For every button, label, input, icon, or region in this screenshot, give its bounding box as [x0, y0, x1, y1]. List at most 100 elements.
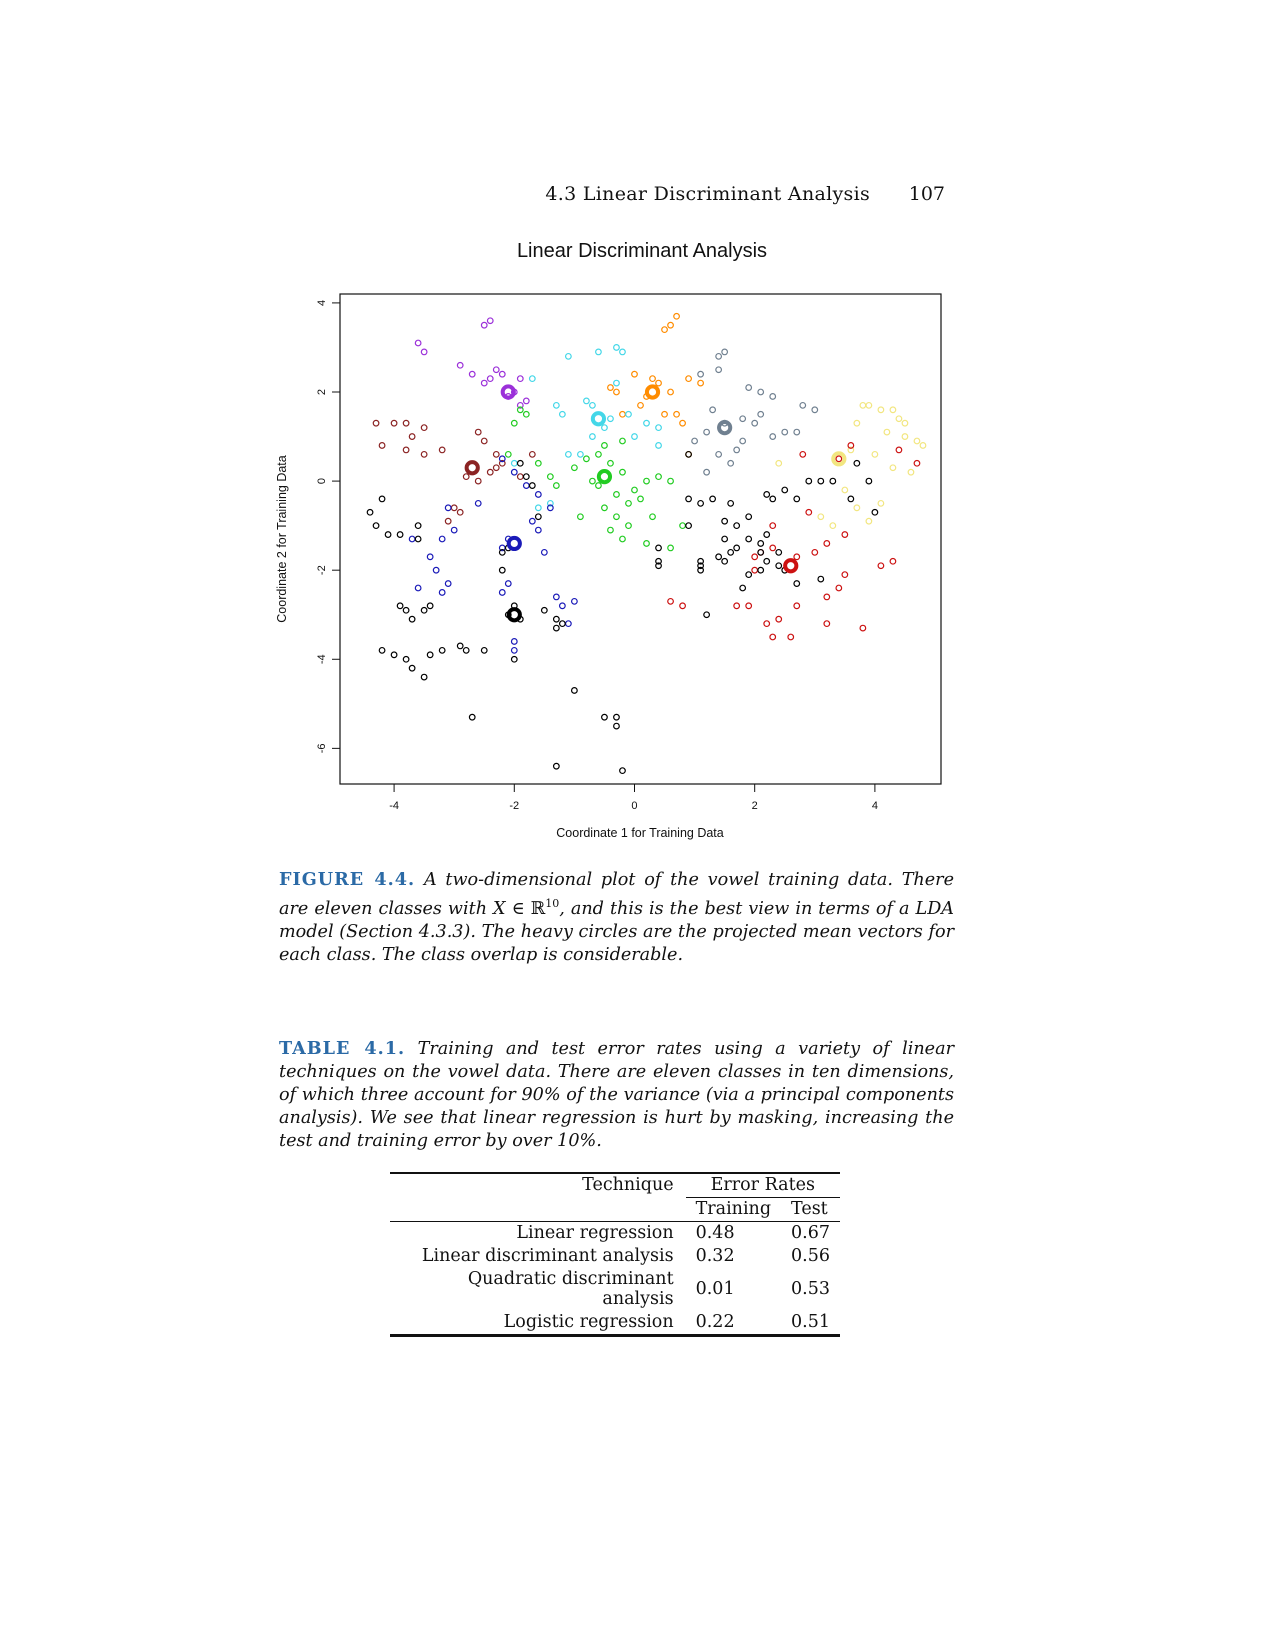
data-point — [823, 620, 831, 628]
data-point — [619, 410, 626, 418]
data-point — [649, 513, 656, 521]
figure-caption-math-set: ∈ ℝ — [505, 898, 546, 919]
data-point — [655, 557, 662, 565]
data-point — [510, 459, 518, 467]
data-point — [745, 602, 753, 610]
data-point — [414, 522, 422, 530]
data-point — [516, 406, 524, 414]
data-point — [480, 321, 488, 329]
data-point — [697, 566, 705, 574]
data-point — [715, 450, 723, 458]
data-point — [492, 464, 500, 472]
data-point — [877, 499, 885, 507]
data-point — [751, 566, 759, 574]
data-point — [631, 433, 638, 440]
data-point — [679, 602, 686, 610]
data-point — [601, 442, 608, 449]
data-point — [534, 526, 542, 534]
data-point — [733, 602, 741, 610]
data-point — [673, 410, 680, 418]
data-point — [841, 486, 849, 494]
data-point — [462, 473, 470, 481]
data-point — [414, 339, 422, 347]
data-point — [793, 428, 801, 436]
data-point — [841, 571, 849, 579]
class-mean-point — [464, 460, 480, 476]
data-point — [901, 419, 909, 427]
data-point — [721, 348, 729, 356]
data-point — [444, 504, 452, 512]
data-point — [667, 477, 674, 485]
data-point — [775, 562, 783, 570]
data-point — [883, 428, 891, 436]
data-point — [739, 437, 747, 445]
data-point — [402, 606, 410, 614]
data-point — [847, 446, 855, 454]
data-point — [643, 419, 650, 427]
data-point — [865, 401, 873, 409]
data-point — [619, 348, 626, 356]
data-point — [757, 410, 765, 418]
y-axis-label: Coordinate 2 for Training Data — [275, 455, 289, 623]
data-point — [769, 495, 777, 503]
data-point — [733, 522, 741, 530]
data-point — [793, 495, 801, 503]
data-point — [655, 544, 662, 552]
data-point — [570, 597, 578, 605]
data-point — [727, 459, 735, 467]
data-point — [552, 482, 560, 489]
x-axis: -4 -2 0 2 4 — [389, 784, 878, 812]
chart-title: Linear Discriminant Analysis — [517, 240, 767, 262]
row-test: 0.51 — [781, 1311, 840, 1337]
data-point — [414, 584, 422, 592]
data-point — [913, 437, 921, 445]
data-point — [438, 446, 446, 454]
data-point — [396, 531, 404, 538]
plot-frame — [339, 293, 942, 785]
header-spacer — [390, 1197, 686, 1222]
data-point — [871, 508, 879, 516]
class-mean-point — [590, 411, 607, 427]
data-point — [787, 633, 795, 641]
data-point — [528, 482, 536, 489]
data-point — [769, 393, 777, 400]
figure-caption-math-exponent: 10 — [545, 897, 560, 910]
data-point — [721, 535, 729, 543]
data-point — [577, 450, 584, 458]
data-point — [799, 450, 807, 458]
x-tick-label: 0 — [631, 800, 637, 812]
data-point — [775, 615, 783, 623]
data-point — [390, 419, 398, 427]
data-point — [396, 602, 404, 610]
data-point — [504, 580, 512, 587]
data-point — [607, 459, 614, 467]
data-point — [631, 486, 638, 494]
data-point — [721, 517, 729, 525]
data-point — [408, 615, 416, 623]
data-point — [601, 504, 608, 512]
data-point — [402, 446, 410, 454]
data-point — [715, 553, 723, 561]
header-error-rates: Error Rates — [685, 1172, 840, 1198]
data-point — [486, 317, 494, 325]
data-point — [763, 531, 771, 538]
table-row: Linear regression 0.48 0.67 — [390, 1222, 840, 1246]
data-point — [516, 375, 524, 383]
data-point — [522, 397, 530, 405]
data-point — [781, 428, 789, 436]
data-point — [583, 397, 590, 405]
data-point — [805, 477, 813, 485]
data-point — [913, 459, 921, 467]
y-tick-label: 2 — [316, 389, 328, 395]
data-point — [534, 491, 542, 498]
data-points — [366, 312, 927, 775]
row-training: 0.01 — [695, 1279, 735, 1299]
data-point — [757, 566, 765, 574]
row-test: 0.56 — [791, 1246, 830, 1266]
data-point — [793, 553, 801, 561]
data-point — [498, 370, 506, 378]
data-point — [733, 544, 741, 552]
data-point — [751, 419, 759, 427]
data-point — [745, 384, 753, 391]
data-point — [835, 584, 843, 592]
